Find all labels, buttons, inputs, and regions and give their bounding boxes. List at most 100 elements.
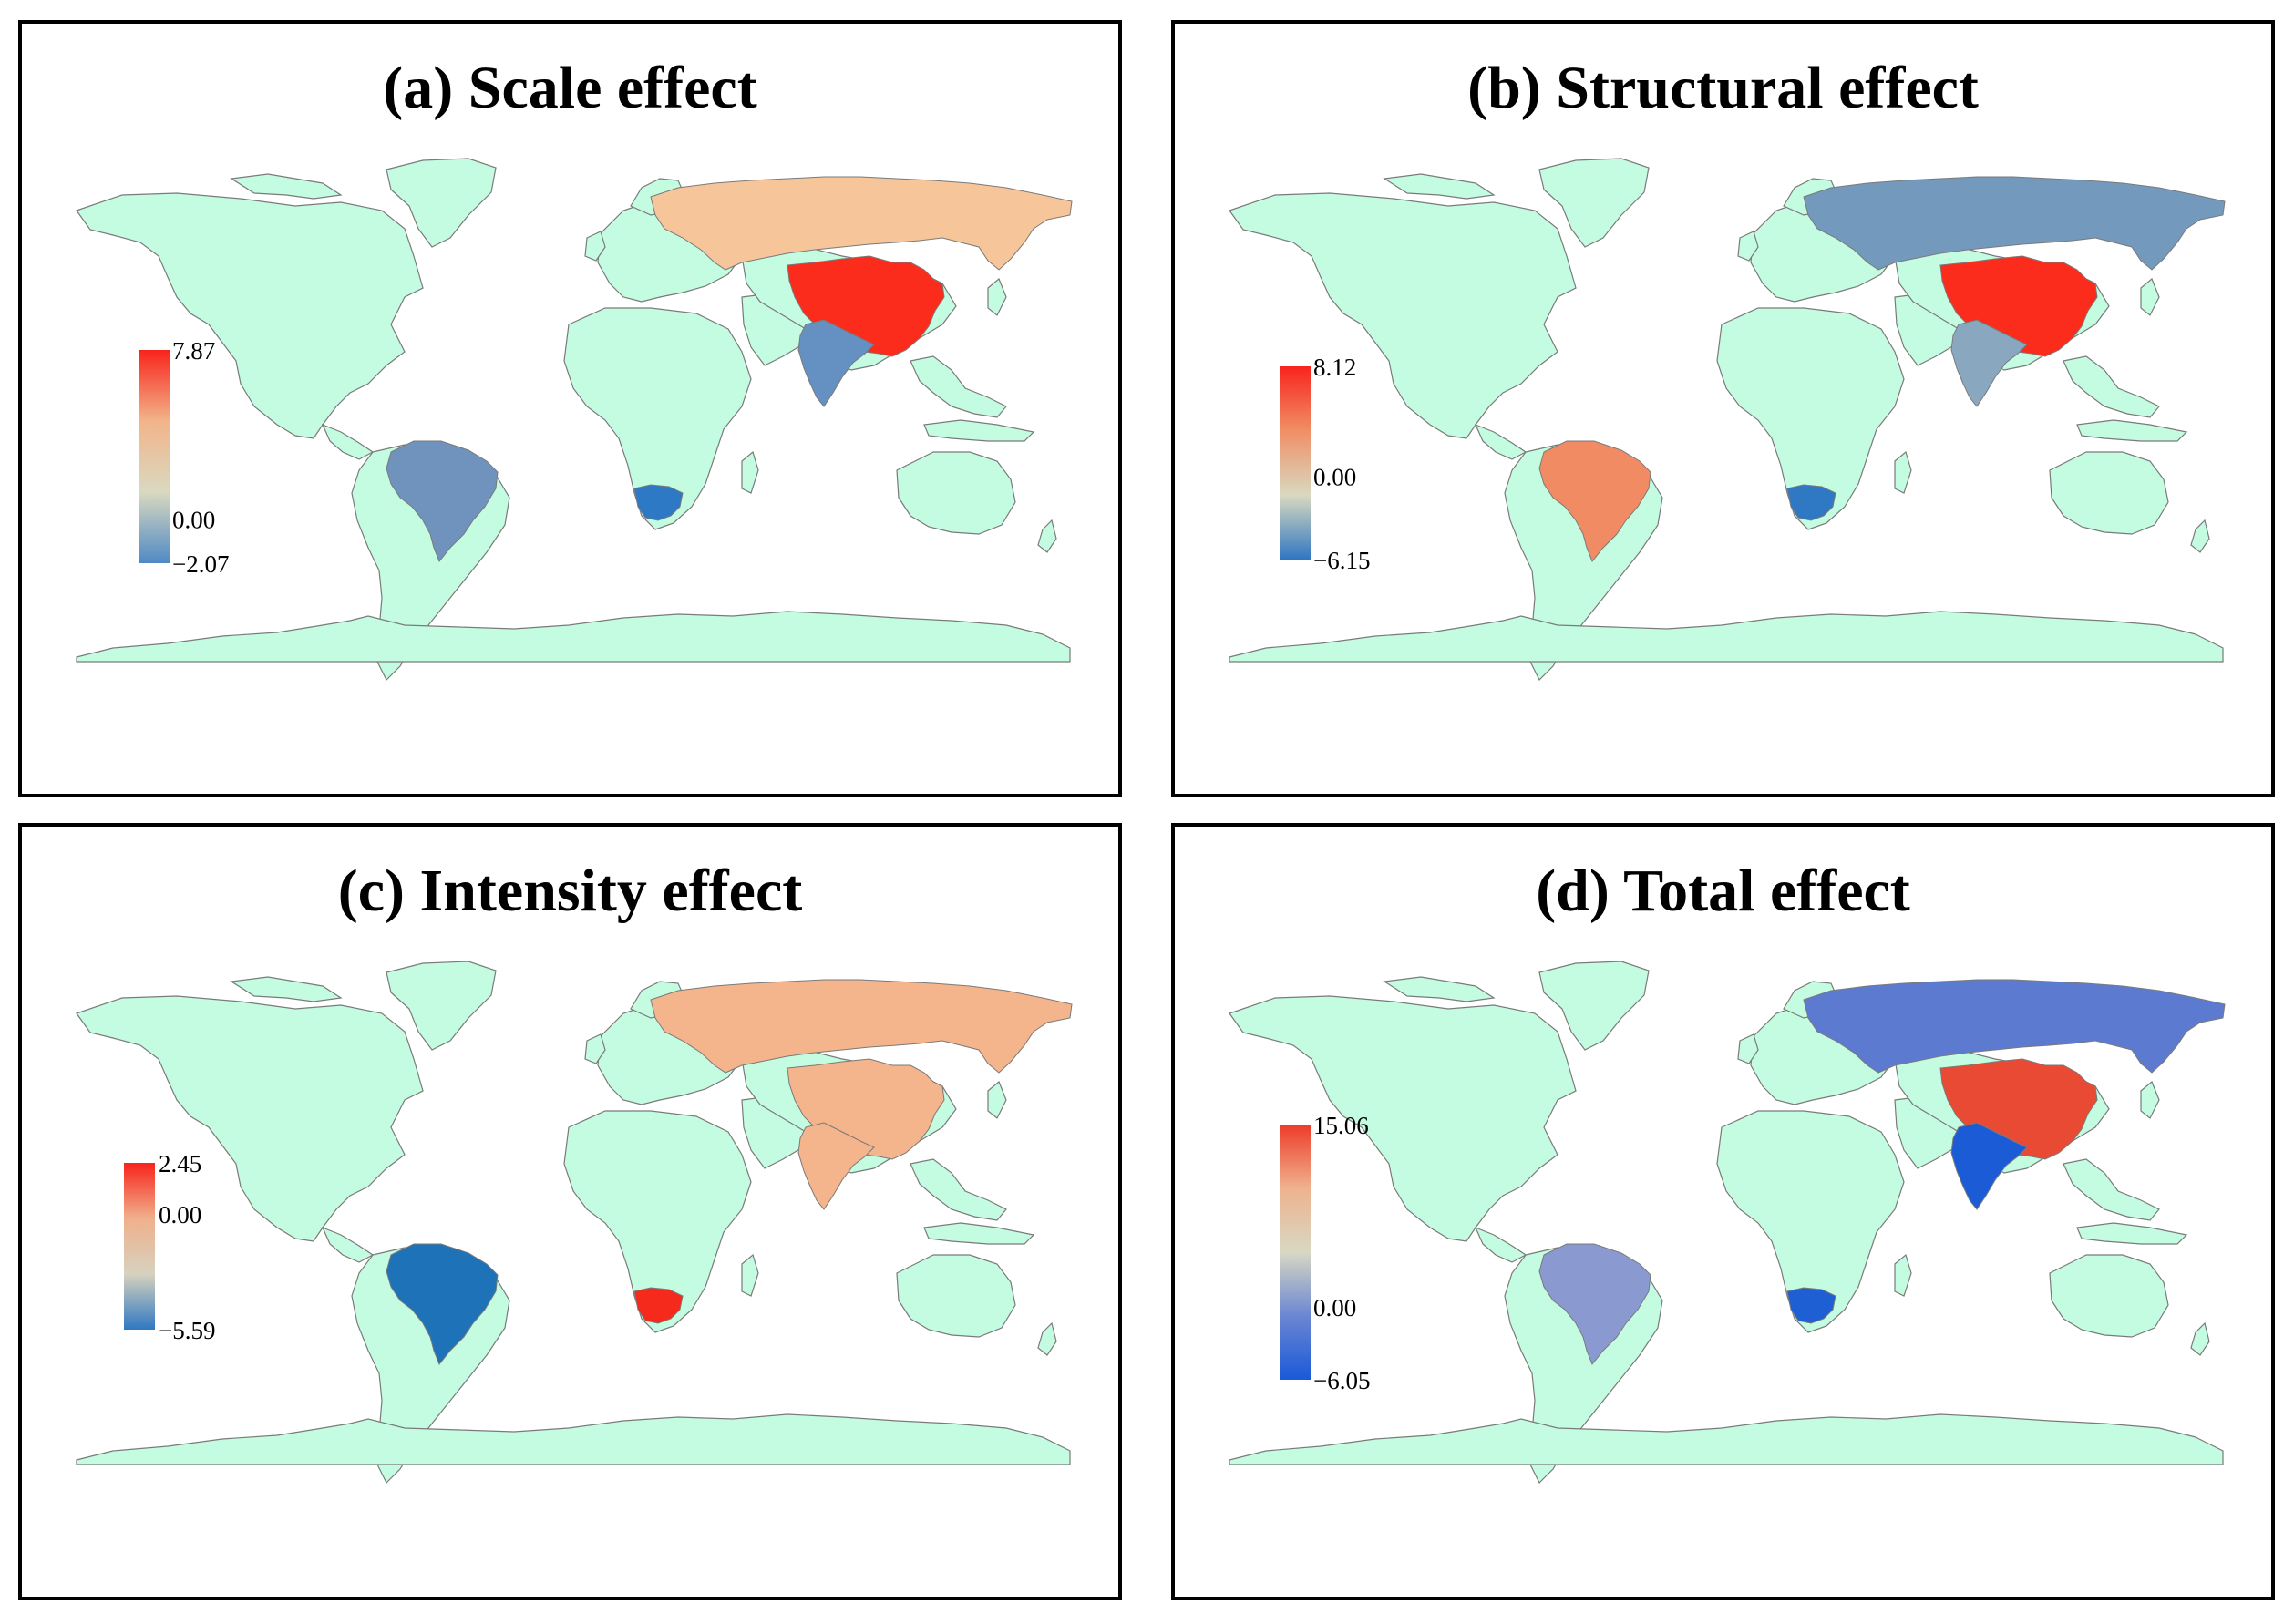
land-australia [2049, 451, 2169, 535]
land-africa [1716, 1110, 1905, 1333]
country-brazil [1538, 1243, 1651, 1365]
panel-intensity-effect: (c) Intensity effect 2.45 0.00 −5.59 [18, 823, 1122, 1600]
land-new-zealand [2190, 1321, 2210, 1356]
world-map: 7.87 0.00 −2.07 [76, 158, 1073, 682]
country-south-africa [633, 1287, 684, 1324]
land-japan [2140, 1081, 2160, 1119]
panel-total-effect: (d) Total effect 15.06 0.00 −6.05 [1171, 823, 2275, 1600]
legend-min-label: −6.05 [1313, 1367, 1370, 1394]
legend-min-label: −5.59 [159, 1317, 215, 1344]
legend-color-bar [139, 350, 170, 563]
land-se-asia [910, 355, 1007, 418]
country-india [797, 1122, 875, 1210]
land-japan [987, 1081, 1007, 1119]
land-madagascar [1894, 450, 1912, 494]
land-greenland [1538, 961, 1650, 1051]
land-se-asia [2063, 355, 2160, 418]
country-russia [1803, 979, 2226, 1074]
land-indonesia [923, 1222, 1035, 1245]
land-se-asia [2063, 1158, 2160, 1221]
land-antarctica [76, 1413, 1071, 1465]
land-uk [584, 1033, 606, 1064]
world-map: 8.12 0.00 −6.15 [1229, 158, 2226, 682]
land-greenland [1538, 158, 1650, 248]
legend-zero-label: 0.00 [1313, 464, 1356, 491]
land-uk [1737, 1033, 1759, 1064]
legend-color-bar [124, 1163, 155, 1330]
land-new-zealand [2190, 519, 2210, 553]
country-brazil [386, 440, 499, 562]
land-greenland [386, 961, 497, 1051]
land-new-zealand [1037, 519, 1057, 553]
land-arctic-islands [1383, 976, 1496, 1002]
country-brazil [386, 1243, 499, 1365]
land-japan [987, 278, 1007, 316]
panel-structural-effect: (b) Structural effect 8.12 0.00 −6.15 [1171, 20, 2275, 797]
legend-zero-label: 0.00 [159, 1201, 201, 1228]
land-north-america [76, 995, 424, 1242]
land-uk [584, 231, 606, 262]
land-north-america [1229, 995, 1577, 1242]
land-arctic-islands [230, 976, 343, 1002]
legend-zero-label: 0.00 [172, 506, 215, 533]
land-antarctica [1229, 1413, 2224, 1465]
panel-title: (b) Structural effect [1467, 55, 1979, 121]
country-russia [1803, 176, 2226, 271]
country-russia [650, 176, 1073, 271]
land-antarctica [76, 611, 1071, 663]
legend-color-bar [1280, 366, 1311, 560]
legend-max-label: 15.06 [1313, 1112, 1369, 1139]
land-arctic-islands [1383, 173, 1496, 200]
panel-title: (c) Intensity effect [337, 858, 803, 924]
panel-title: (a) Scale effect [383, 55, 757, 121]
land-north-america [1229, 192, 1577, 439]
land-central-america [321, 423, 375, 460]
legend-min-label: −6.15 [1313, 547, 1370, 574]
legend-min-label: −2.07 [172, 550, 229, 578]
country-india [797, 319, 875, 407]
land-madagascar [1894, 1253, 1912, 1297]
legend-zero-label: 0.00 [1313, 1294, 1356, 1321]
country-brazil [1538, 440, 1651, 562]
land-antarctica [1229, 611, 2224, 663]
legend-max-label: 2.45 [159, 1150, 201, 1177]
color-legend: 15.06 0.00 −6.05 [1280, 1112, 1370, 1394]
land-madagascar [741, 1253, 759, 1297]
land-indonesia [2076, 1222, 2188, 1245]
land-africa [1716, 307, 1905, 530]
land-australia [896, 451, 1016, 535]
country-south-africa [1786, 1287, 1836, 1324]
world-map: 2.45 0.00 −5.59 [76, 961, 1073, 1485]
map-layer [76, 961, 1073, 1485]
land-central-america [1474, 423, 1528, 460]
panel-scale-effect: (a) Scale effect 7.87 0.00 −2.07 [18, 20, 1122, 797]
country-india [1950, 319, 2028, 407]
legend-max-label: 7.87 [172, 337, 215, 365]
color-legend: 7.87 0.00 −2.07 [139, 337, 229, 578]
color-legend: 8.12 0.00 −6.15 [1280, 354, 1370, 574]
map-layer [1229, 158, 2226, 682]
legend-color-bar [1280, 1125, 1311, 1380]
land-greenland [386, 158, 497, 248]
land-central-america [321, 1226, 375, 1263]
legend-max-label: 8.12 [1313, 354, 1356, 381]
map-layer [1229, 961, 2226, 1485]
land-central-america [1474, 1226, 1528, 1263]
land-australia [2049, 1254, 2169, 1338]
land-arctic-islands [230, 173, 343, 200]
land-australia [896, 1254, 1016, 1338]
land-indonesia [923, 419, 1035, 442]
country-south-africa [1786, 484, 1836, 521]
land-indonesia [2076, 419, 2188, 442]
panel-title: (d) Total effect [1536, 858, 1910, 924]
map-layer [76, 158, 1073, 682]
land-se-asia [910, 1158, 1007, 1221]
land-madagascar [741, 450, 759, 494]
land-africa [563, 307, 752, 530]
country-russia [650, 979, 1073, 1074]
land-north-america [76, 192, 424, 439]
land-new-zealand [1037, 1321, 1057, 1356]
land-uk [1737, 231, 1759, 262]
color-legend: 2.45 0.00 −5.59 [124, 1150, 215, 1344]
country-india [1950, 1122, 2028, 1210]
